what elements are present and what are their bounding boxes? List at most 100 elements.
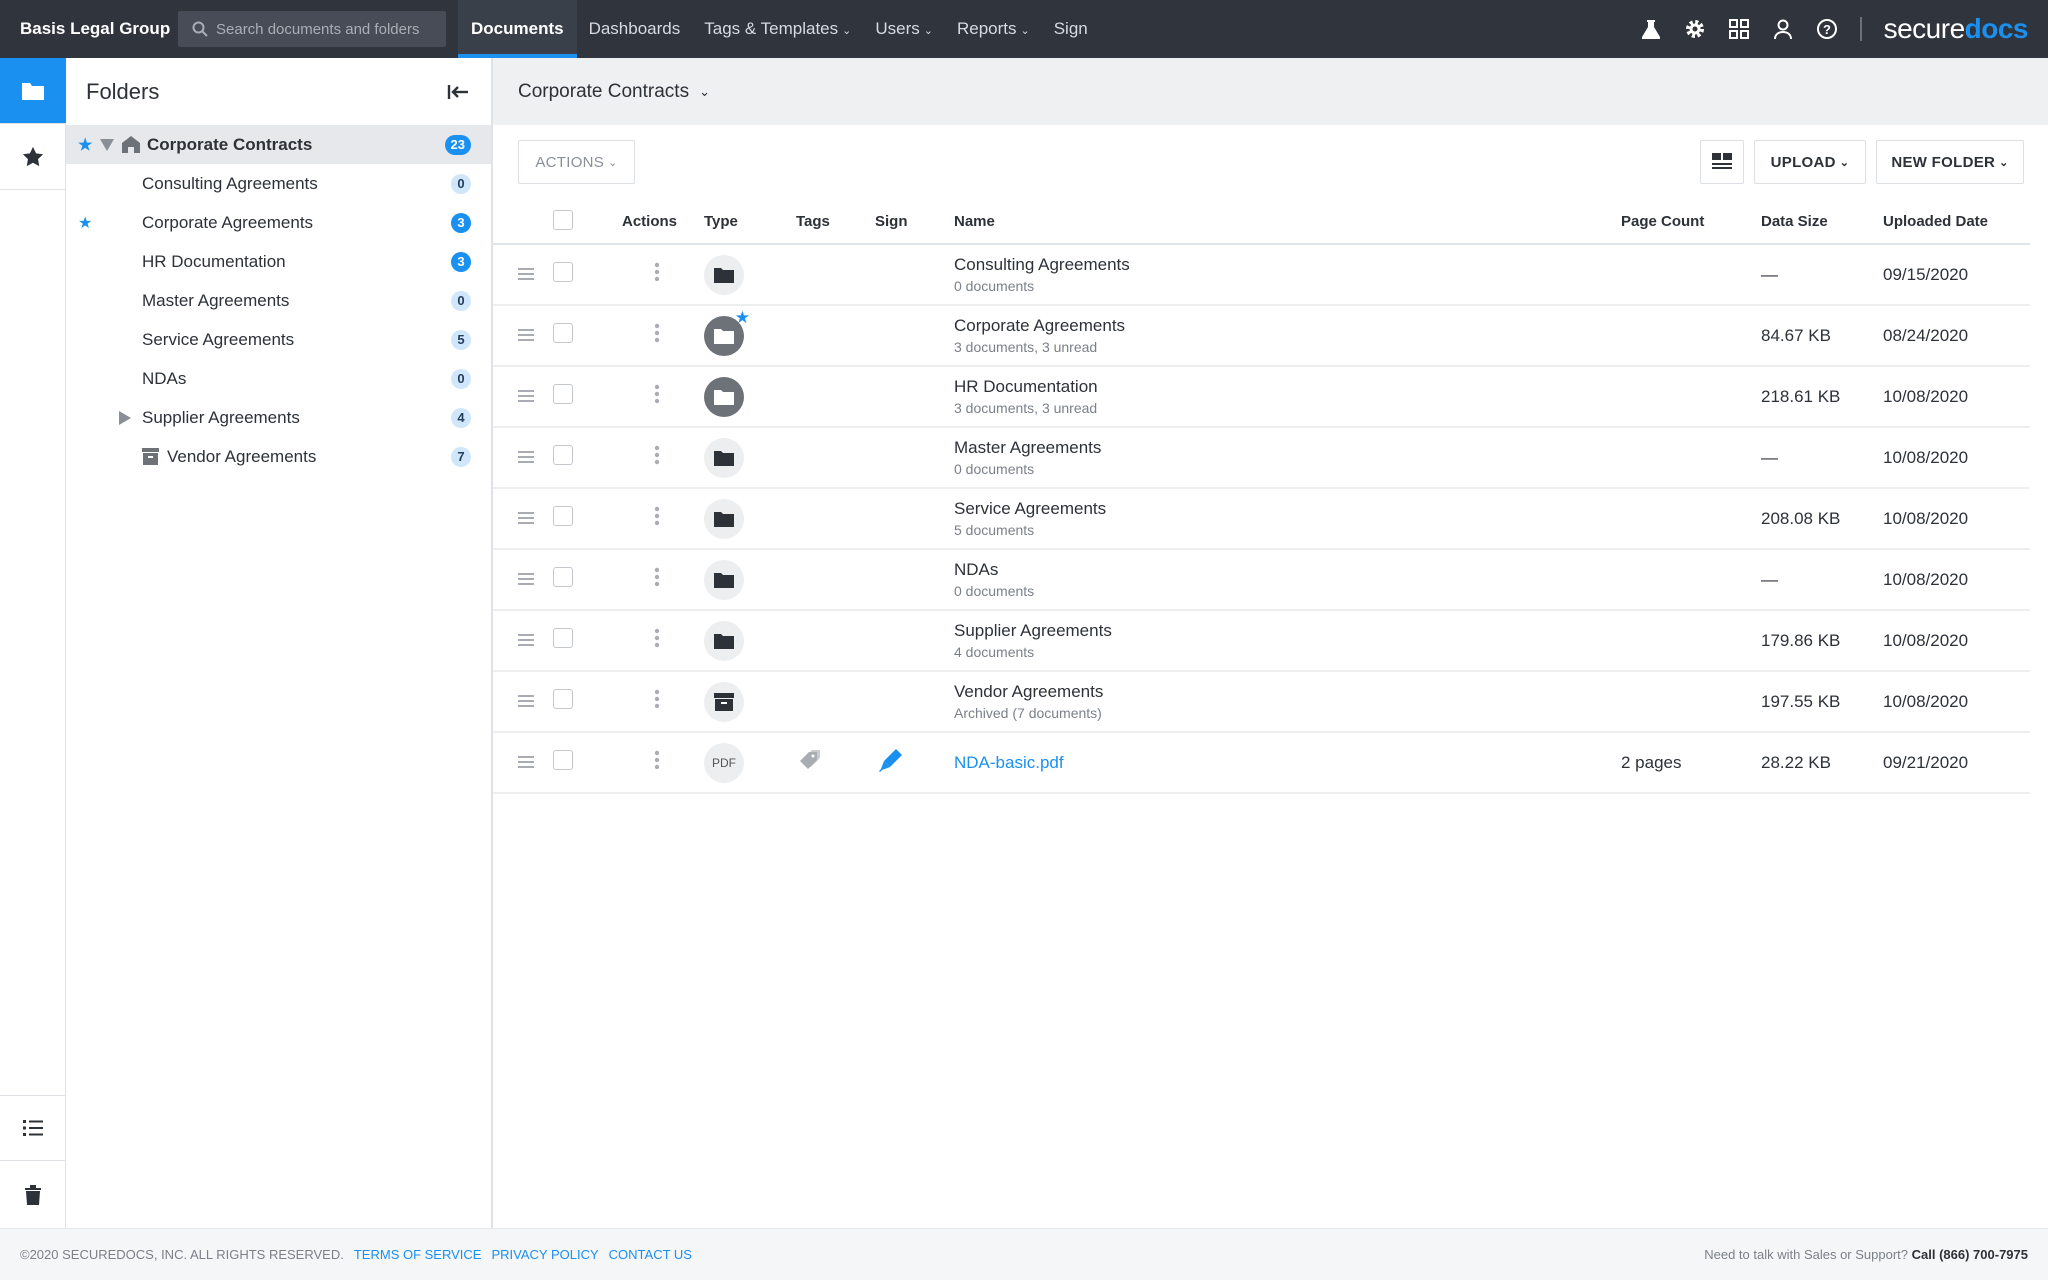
more-vertical-icon[interactable] xyxy=(654,506,660,526)
nav-tags-templates[interactable]: Tags & Templates ⌄ xyxy=(704,19,852,38)
table-row[interactable]: HR Documentation 3 documents, 3 unread 21… xyxy=(493,366,2030,428)
drag-handle-icon[interactable] xyxy=(518,755,534,768)
folder-icon xyxy=(22,82,44,100)
folder-name[interactable]: NDAs xyxy=(954,560,999,579)
col-sign[interactable]: Sign xyxy=(875,200,954,245)
table-row[interactable]: Service Agreements 5 documents 208.08 KB … xyxy=(493,488,2030,550)
row-checkbox[interactable] xyxy=(553,567,573,587)
pen-sign-icon[interactable] xyxy=(878,747,904,773)
contact-link[interactable]: CONTACT US xyxy=(608,1247,692,1262)
more-vertical-icon[interactable] xyxy=(654,628,660,648)
folder-tree-item[interactable]: Service Agreements 5 xyxy=(66,320,491,359)
more-vertical-icon[interactable] xyxy=(654,567,660,587)
folder-tree-item[interactable]: HR Documentation 3 xyxy=(66,242,491,281)
col-type[interactable]: Type xyxy=(704,200,796,245)
col-page-count[interactable]: Page Count xyxy=(1621,200,1761,245)
table-row[interactable]: NDAs 0 documents — 10/08/2020 xyxy=(493,549,2030,611)
folder-name[interactable]: Supplier Agreements xyxy=(954,621,1112,640)
nav-users[interactable]: Users ⌄ xyxy=(875,19,933,38)
page-count: 2 pages xyxy=(1621,732,1761,794)
folder-tree-item[interactable]: Master Agreements 0 xyxy=(66,281,491,320)
view-toggle-button[interactable] xyxy=(1700,140,1744,184)
col-tags[interactable]: Tags xyxy=(796,200,875,245)
row-checkbox[interactable] xyxy=(553,628,573,648)
data-size: 179.86 KB xyxy=(1761,610,1883,672)
nav-reports[interactable]: Reports ⌄ xyxy=(956,19,1030,38)
privacy-link[interactable]: PRIVACY POLICY xyxy=(491,1247,599,1262)
table-row[interactable]: ★ Corporate Agreements 3 documents, 3 unr… xyxy=(493,305,2030,367)
row-checkbox[interactable] xyxy=(553,262,573,282)
data-size: 197.55 KB xyxy=(1761,671,1883,733)
folder-name[interactable]: Corporate Agreements xyxy=(954,316,1126,335)
nav-documents[interactable]: Documents xyxy=(458,0,577,58)
folders-rail-button[interactable] xyxy=(0,58,66,124)
more-vertical-icon[interactable] xyxy=(654,689,660,709)
folder-icon xyxy=(704,498,744,539)
folder-tree-root[interactable]: ★ Corporate Contracts 23 xyxy=(66,125,491,164)
folder-name[interactable]: Consulting Agreements xyxy=(954,255,1130,274)
row-checkbox[interactable] xyxy=(553,384,573,404)
caret-down-icon xyxy=(100,138,114,151)
row-checkbox[interactable] xyxy=(553,750,573,770)
favorites-rail-button[interactable] xyxy=(0,124,66,190)
drag-handle-icon[interactable] xyxy=(518,328,534,341)
nav-dashboards[interactable]: Dashboards xyxy=(588,19,681,38)
folder-name[interactable]: HR Documentation xyxy=(954,377,1098,396)
select-all-checkbox[interactable] xyxy=(553,209,573,230)
actions-button[interactable]: ACTIONS ⌄ xyxy=(518,140,635,184)
col-uploaded-date[interactable]: Uploaded Date xyxy=(1883,200,2030,245)
collapse-panel-icon[interactable] xyxy=(447,83,469,101)
terms-link[interactable]: TERMS OF SERVICE xyxy=(353,1247,482,1262)
more-vertical-icon[interactable] xyxy=(654,384,660,404)
drag-handle-icon[interactable] xyxy=(518,267,534,280)
col-data-size[interactable]: Data Size xyxy=(1761,200,1883,245)
help-icon[interactable]: ? xyxy=(1816,18,1838,40)
col-name[interactable]: Name xyxy=(954,200,1621,245)
more-vertical-icon[interactable] xyxy=(654,445,660,465)
flask-icon[interactable] xyxy=(1640,18,1662,40)
row-checkbox[interactable] xyxy=(553,506,573,526)
archive-icon xyxy=(142,448,159,465)
row-subtitle: 4 documents xyxy=(954,644,1035,660)
page-count xyxy=(1621,244,1761,306)
folder-tree-item[interactable]: Consulting Agreements 0 xyxy=(66,164,491,203)
new-folder-button[interactable]: NEW FOLDER ⌄ xyxy=(1876,140,2024,184)
list-rail-button[interactable] xyxy=(0,1095,66,1161)
folder-name[interactable]: Vendor Agreements xyxy=(954,682,1104,701)
drag-handle-icon[interactable] xyxy=(518,389,534,402)
drag-handle-icon[interactable] xyxy=(518,694,534,707)
grid-icon[interactable] xyxy=(1728,18,1750,40)
table-row[interactable]: Supplier Agreements 4 documents 179.86 KB… xyxy=(493,610,2030,672)
folder-icon xyxy=(704,437,744,478)
folder-tree-item[interactable]: NDAs 0 xyxy=(66,359,491,398)
row-checkbox[interactable] xyxy=(553,323,573,343)
drag-handle-icon[interactable] xyxy=(518,511,534,524)
row-checkbox[interactable] xyxy=(553,445,573,465)
more-vertical-icon[interactable] xyxy=(654,323,660,343)
more-vertical-icon[interactable] xyxy=(654,750,660,770)
tag-icon[interactable] xyxy=(799,749,827,771)
uploaded-date: 08/24/2020 xyxy=(1883,305,2030,367)
trash-rail-button[interactable] xyxy=(0,1162,66,1228)
search-input[interactable]: Search documents and folders xyxy=(178,11,446,47)
upload-button[interactable]: UPLOAD ⌄ xyxy=(1754,140,1866,184)
table-row[interactable]: PDF NDA-basic.pdf 2 pages 28.22 KB 09/21… xyxy=(493,732,2030,794)
file-name-link[interactable]: NDA-basic.pdf xyxy=(954,752,1064,772)
folder-tree-item[interactable]: ★ Corporate Agreements 3 xyxy=(66,203,491,242)
drag-handle-icon[interactable] xyxy=(518,633,534,646)
table-row[interactable]: Vendor Agreements Archived (7 documents) … xyxy=(493,671,2030,733)
folder-name[interactable]: Master Agreements xyxy=(954,438,1102,457)
gear-icon[interactable] xyxy=(1684,18,1706,40)
user-icon[interactable] xyxy=(1772,18,1794,40)
row-checkbox[interactable] xyxy=(553,689,573,709)
nav-sign[interactable]: Sign xyxy=(1053,19,1088,38)
folder-name[interactable]: Service Agreements xyxy=(954,499,1107,518)
table-row[interactable]: Consulting Agreements 0 documents — 09/15… xyxy=(493,244,2030,306)
table-row[interactable]: Master Agreements 0 documents — 10/08/202… xyxy=(493,427,2030,489)
drag-handle-icon[interactable] xyxy=(518,572,534,585)
folder-tree-item[interactable]: Supplier Agreements 4 xyxy=(66,398,491,437)
drag-handle-icon[interactable] xyxy=(518,450,534,463)
folder-tree-item[interactable]: Vendor Agreements 7 xyxy=(66,437,491,476)
more-vertical-icon[interactable] xyxy=(654,262,660,282)
breadcrumb[interactable]: Corporate Contracts ⌄ xyxy=(493,58,2048,125)
